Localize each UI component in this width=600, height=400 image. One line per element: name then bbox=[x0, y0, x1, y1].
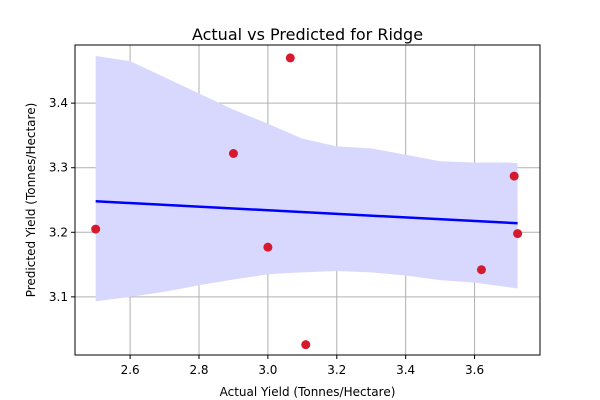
x-tick-label: 2.8 bbox=[189, 363, 208, 377]
data-point bbox=[285, 53, 295, 63]
regression-line-layer bbox=[95, 200, 518, 225]
data-point bbox=[513, 229, 523, 239]
x-tick-label: 3.0 bbox=[258, 363, 277, 377]
x-tick-label: 2.6 bbox=[121, 363, 140, 377]
x-axis-label: Actual Yield (Tonnes/Hectare) bbox=[220, 385, 396, 399]
data-point bbox=[228, 149, 238, 158]
y-tick-label: 3.2 bbox=[49, 225, 68, 239]
data-points bbox=[91, 53, 523, 350]
confidence-band-layer bbox=[95, 55, 518, 302]
data-point bbox=[91, 224, 101, 234]
plot-frame bbox=[74, 44, 541, 356]
y-axis-label: Predicted Yield (Tonnes/Hectare) bbox=[24, 103, 38, 298]
x-tick-label: 3.2 bbox=[327, 363, 346, 377]
y-tick-label: 3.1 bbox=[49, 290, 68, 304]
y-axis-ticks: 3.1 3.2 3.3 3.4 bbox=[49, 96, 75, 304]
data-point bbox=[509, 171, 519, 181]
data-point bbox=[263, 242, 273, 252]
chart-title: Actual vs Predicted for Ridge bbox=[192, 25, 423, 44]
x-axis-ticks: 2.6 2.8 3.0 3.2 3.4 3.6 bbox=[121, 355, 484, 377]
data-point bbox=[301, 340, 311, 350]
x-tick-label: 3.6 bbox=[465, 363, 484, 377]
confidence-band bbox=[95, 55, 518, 302]
data-point bbox=[476, 265, 486, 275]
regression-line bbox=[95, 200, 518, 225]
y-tick-label: 3.4 bbox=[49, 96, 68, 110]
y-tick-label: 3.3 bbox=[49, 161, 68, 175]
x-tick-label: 3.4 bbox=[396, 363, 415, 377]
